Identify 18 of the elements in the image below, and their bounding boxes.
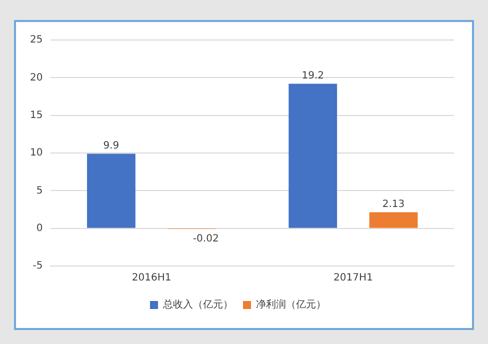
y-tick-label: 5 [36,185,43,196]
bar [369,212,418,228]
data-label: 9.9 [103,140,120,152]
y-tick-label: -5 [32,260,43,272]
y-tick-label: 25 [30,34,43,46]
legend-label: 总收入（亿元） [162,298,233,311]
data-label: 2.13 [382,198,405,210]
data-label: 19.2 [302,70,324,82]
data-label: -0.02 [192,233,219,244]
x-tick-label: 2017H1 [334,272,373,284]
y-tick-label: 15 [30,110,43,121]
legend-label: 净利润（亿元） [256,298,326,311]
y-tick-label: 20 [30,72,43,84]
y-tick-label: 0 [36,222,43,234]
bar [87,154,136,228]
y-tick-label: 10 [30,148,43,159]
bar [288,84,338,228]
x-tick-label: 2016H1 [132,272,172,284]
